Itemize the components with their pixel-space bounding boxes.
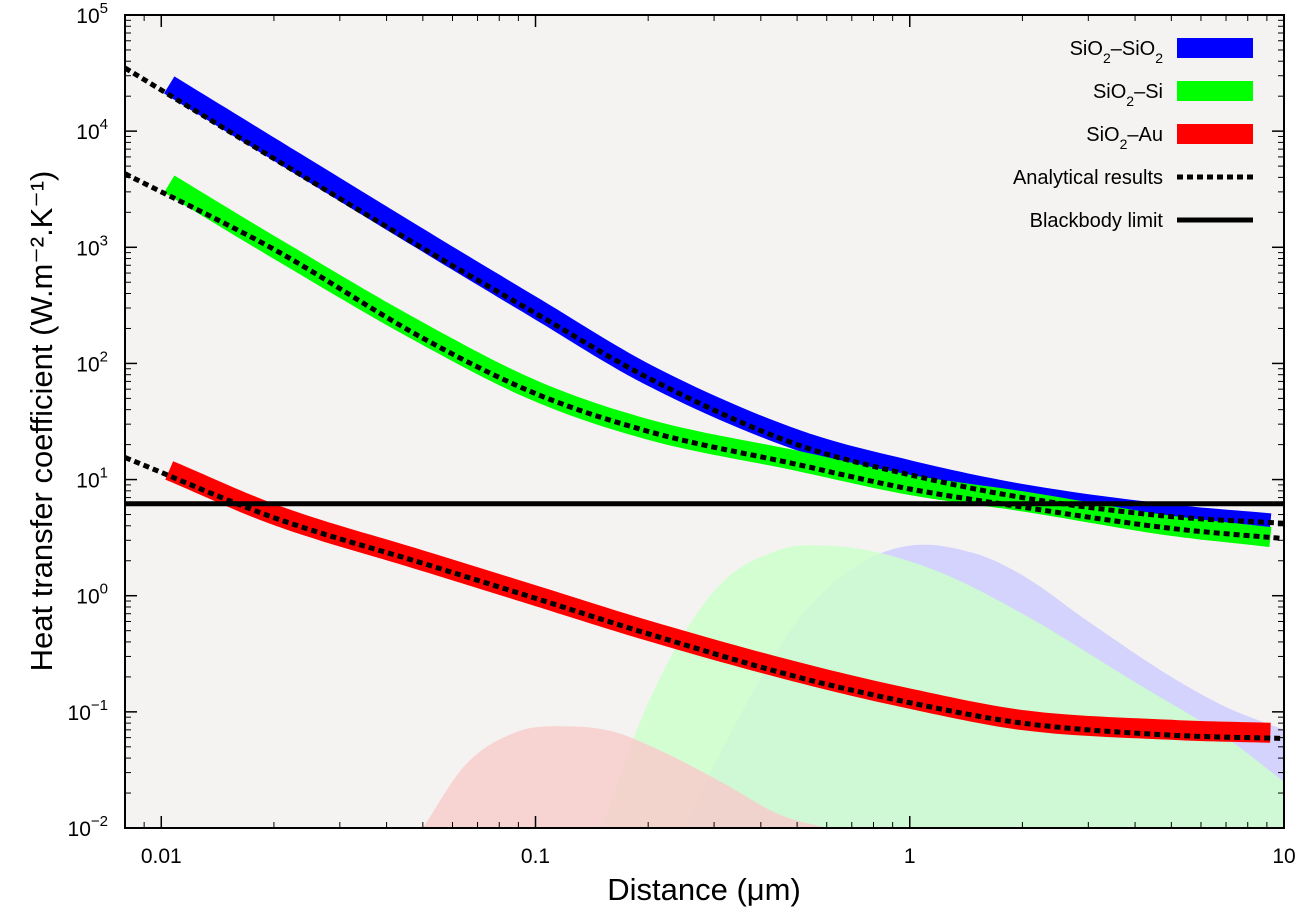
y-tick-label: 101 — [76, 465, 108, 493]
legend-label: SiO2–Si — [1093, 81, 1163, 109]
series-line-2 — [165, 461, 1274, 743]
x-tick-label: 10 — [1272, 845, 1295, 868]
series-line-5 — [125, 455, 1284, 741]
y-tick-label: 10−1 — [68, 697, 108, 725]
legend-label: Blackbody limit — [1030, 210, 1164, 232]
y-tick-label: 105 — [76, 0, 108, 28]
x-axis: 0.01 0.1 1 10 — [124, 15, 1296, 868]
plot-frame — [124, 14, 1285, 829]
legend-swatch — [1177, 38, 1253, 58]
legend: SiO2–SiO2 SiO2–Si SiO2–Au Analytical result… — [1013, 38, 1253, 232]
data-series — [125, 65, 1284, 743]
x-tick-label: 0.01 — [141, 845, 182, 868]
y-axis-title: Heat transfer coefficient (W.m⁻².K⁻¹) — [24, 171, 59, 672]
y-tick-label: 103 — [76, 232, 108, 260]
y-axis: 10−2 10−1 100 101 102 103 104 105 — [68, 0, 1284, 841]
series-line-4 — [125, 171, 1284, 542]
x-axis-title: Distance (μm) — [607, 872, 801, 907]
shaded-region-2 — [422, 726, 827, 828]
legend-swatch — [1177, 81, 1253, 101]
legend-swatch — [1177, 124, 1253, 144]
legend-label: Analytical results — [1013, 167, 1163, 189]
series-line-3 — [125, 65, 1284, 526]
legend-entry: Analytical results — [1013, 167, 1253, 189]
y-tick-label: 102 — [76, 348, 108, 376]
shaded-region-1 — [601, 545, 1284, 828]
legend-label: SiO2–Au — [1086, 124, 1163, 152]
shaded-regions — [422, 544, 1284, 828]
y-tick-label: 10−2 — [68, 813, 108, 841]
legend-entry: SiO2–Si — [1093, 81, 1253, 109]
x-tick-label: 0.1 — [521, 845, 550, 868]
legend-label: SiO2–SiO2 — [1070, 38, 1164, 66]
y-tick-label: 100 — [76, 581, 108, 609]
legend-entry: SiO2–Au — [1086, 124, 1253, 152]
y-tick-label: 104 — [76, 116, 108, 144]
x-tick-label: 1 — [904, 845, 916, 868]
legend-entry: Blackbody limit — [1030, 210, 1253, 232]
legend-entry: SiO2–SiO2 — [1070, 38, 1253, 66]
